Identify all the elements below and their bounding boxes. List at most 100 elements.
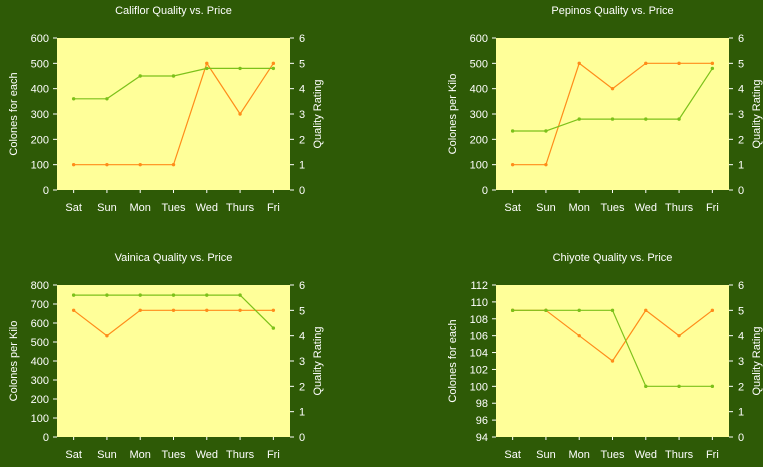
left-axis-tick-label: 300	[31, 375, 49, 387]
data-point	[510, 162, 515, 167]
x-axis-tick-label: Mon	[130, 202, 151, 214]
data-point	[577, 117, 581, 121]
right-axis-tick-label: 6	[738, 280, 744, 292]
data-point	[205, 61, 209, 66]
left-axis-tick-label: 700	[31, 299, 49, 311]
left-axis-tick-label: 200	[31, 134, 49, 146]
data-point	[510, 308, 515, 313]
left-axis-tick-label: 400	[31, 84, 49, 96]
right-axis-tick-label: 3	[738, 356, 744, 368]
x-axis-tick-label: Wed	[635, 202, 657, 214]
data-point	[71, 97, 76, 101]
right-axis-tick-label: 4	[738, 331, 744, 343]
data-point	[238, 293, 242, 297]
data-point	[205, 66, 209, 71]
data-point	[105, 293, 109, 297]
right-axis-tick-label: 1	[299, 160, 305, 172]
data-point	[105, 334, 109, 338]
x-axis-tick-label: Wed	[196, 202, 218, 214]
left-axis-tick-label: 98	[476, 398, 488, 410]
left-axis-tick-label: 300	[470, 109, 488, 121]
left-axis-tick-label: 600	[31, 33, 49, 45]
left-axis-tick-label: 102	[470, 364, 488, 376]
chart-title: Califlor Quality vs. Price	[115, 5, 232, 17]
right-axis-tick-label: 0	[299, 432, 305, 444]
data-point	[138, 293, 142, 297]
data-point	[677, 384, 681, 389]
data-point	[544, 308, 548, 313]
left-axis-tick-label: 200	[31, 394, 49, 406]
data-point	[610, 117, 615, 121]
data-point	[105, 97, 109, 101]
right-axis-title: Quality Rating	[751, 326, 763, 395]
x-axis-tick-label: Fri	[267, 202, 280, 214]
chart-title: Vainica Quality vs. Price	[115, 252, 233, 264]
data-point	[71, 293, 76, 297]
x-axis-tick-label: Tues	[600, 202, 625, 214]
left-axis-tick-label: 500	[31, 58, 49, 70]
x-axis-tick-label: Tues	[161, 202, 186, 214]
data-point	[510, 129, 515, 133]
left-axis-tick-label: 104	[470, 348, 488, 360]
x-axis-tick-label: Mon	[569, 449, 590, 461]
data-point	[710, 66, 715, 71]
x-axis-tick-label: Sun	[536, 202, 556, 214]
left-axis-tick-label: 100	[31, 413, 49, 425]
data-point	[710, 61, 715, 66]
data-point	[610, 308, 615, 313]
left-axis-tick-label: 300	[31, 109, 49, 121]
data-point	[610, 359, 615, 363]
right-axis-tick-label: 5	[738, 305, 744, 317]
right-axis-tick-label: 3	[299, 356, 305, 368]
left-axis-tick-label: 500	[470, 58, 488, 70]
right-axis-tick-label: 1	[299, 407, 305, 419]
data-point	[171, 74, 176, 78]
right-axis-tick-label: 3	[299, 109, 305, 121]
left-axis-tick-label: 110	[470, 297, 488, 309]
right-axis-tick-label: 6	[299, 33, 305, 45]
data-point	[171, 293, 176, 297]
left-axis-tick-label: 100	[31, 160, 49, 172]
chart-panel: Chiyote Quality vs. Price949698100102104…	[447, 252, 763, 461]
data-point	[544, 129, 548, 133]
plot-area	[496, 38, 729, 190]
data-point	[544, 162, 548, 167]
data-point	[710, 384, 715, 389]
left-axis-tick-label: 100	[470, 160, 488, 172]
plot-area	[57, 285, 290, 437]
x-axis-tick-label: Thurs	[226, 202, 255, 214]
right-axis-tick-label: 3	[738, 109, 744, 121]
left-axis-tick-label: 0	[43, 432, 49, 444]
right-axis-tick-label: 2	[738, 134, 744, 146]
left-axis-tick-label: 106	[470, 331, 488, 343]
left-axis-tick-label: 600	[470, 33, 488, 45]
right-axis-tick-label: 2	[299, 134, 305, 146]
data-point	[677, 117, 681, 121]
x-axis-tick-label: Sat	[65, 449, 82, 461]
left-axis-tick-label: 0	[482, 185, 488, 197]
x-axis-tick-label: Sun	[97, 202, 117, 214]
data-point	[105, 162, 109, 167]
right-axis-tick-label: 0	[738, 432, 744, 444]
chart-panel: Califlor Quality vs. Price 0 100 200 300 400 5…	[8, 5, 324, 214]
plot-area	[57, 38, 290, 190]
right-axis-tick-label: 5	[738, 58, 744, 70]
x-axis-tick-label: Wed	[196, 449, 218, 461]
x-axis-tick-label: Tues	[600, 449, 625, 461]
left-axis-title: Colones for each	[447, 319, 459, 402]
data-point	[71, 308, 76, 312]
chart-panel: Vainica Quality vs. Price010020030040050…	[8, 252, 324, 461]
data-point	[138, 308, 142, 312]
x-axis-tick-label: Sat	[65, 202, 82, 214]
right-axis-title: Quality Rating	[312, 79, 324, 148]
data-point	[271, 326, 276, 330]
x-axis-tick-label: Thurs	[665, 449, 694, 461]
right-axis-tick-label: 4	[738, 84, 744, 96]
right-axis-tick-label: 1	[738, 407, 744, 419]
data-point	[171, 308, 176, 312]
left-axis-tick-label: 400	[470, 84, 488, 96]
x-axis-tick-label: Fri	[267, 449, 280, 461]
x-axis-tick-label: Fri	[706, 202, 719, 214]
